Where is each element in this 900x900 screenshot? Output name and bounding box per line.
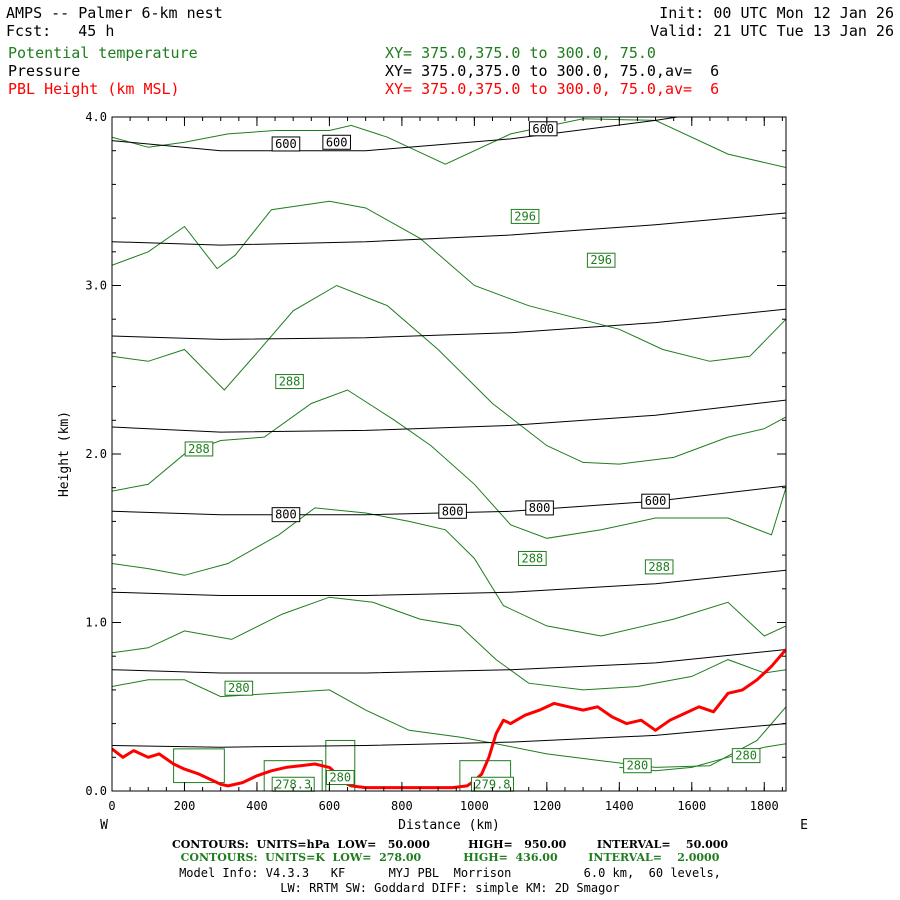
theta-label-11: 279.8 [474, 777, 510, 791]
y-tick-label: 1.0 [85, 616, 107, 630]
pressure-label-2: 600 [532, 122, 554, 136]
cross-section-xy-pbl: XY= 375.0,375.0 to 300.0, 75.0,av= 6 [385, 80, 720, 98]
x-tick-label: 1000 [460, 799, 489, 813]
pressure-contour-1 [112, 212, 786, 246]
pbl-height-line [112, 648, 786, 790]
pressure-label-3-box [271, 507, 301, 523]
theta-contour-2 [112, 284, 786, 465]
pressure-label-5: 800 [529, 501, 551, 515]
theta-label-4: 288 [522, 551, 544, 565]
field-label-pbl-height: PBL Height (km MSL) [8, 80, 180, 98]
theta-label-6: 280 [228, 681, 250, 695]
theta-label-2: 288 [279, 375, 301, 389]
field-label-pressure: Pressure [8, 62, 81, 80]
pressure-label-0: 600 [275, 137, 297, 151]
x-tick-label: 800 [391, 799, 413, 813]
x-tick-label: 1400 [605, 799, 634, 813]
y-tick-label: 4.0 [85, 110, 107, 124]
pressure-label-0-box [271, 136, 301, 152]
theta-contour-6 [112, 679, 786, 768]
theta-label-3: 288 [188, 442, 210, 456]
theta-label-9: 278.3 [275, 777, 311, 791]
x-tick-label: 1800 [750, 799, 779, 813]
theta-label-7-box [623, 758, 652, 774]
theta-contour-4 [112, 507, 786, 637]
theta-label-2-box [275, 374, 304, 390]
theta-closed-contour-0 [173, 748, 225, 784]
app-title: AMPS -- Palmer 6-km nest [6, 4, 223, 22]
plot-area [112, 117, 786, 791]
theta-contour-0 [112, 118, 786, 168]
theta-contour-5 [112, 596, 786, 691]
theta-label-6-box [224, 680, 254, 696]
pressure-contour-2 [112, 308, 786, 340]
pressure-label-6-box [641, 493, 670, 509]
theta-label-10-box [325, 770, 355, 786]
pressure-label-1: 600 [326, 135, 348, 149]
contours-pressure-info: CONTOURS: UNITS=hPa LOW= 50.000 HIGH= 95… [171, 838, 729, 851]
pressure-label-2-box [528, 121, 558, 137]
x-tick-label: 1200 [532, 799, 561, 813]
field-label-potential-temperature: Potential temperature [8, 44, 198, 62]
theta-label-5: 288 [648, 560, 670, 574]
init-time: Init: 00 UTC Mon 12 Jan 26 [659, 4, 894, 22]
theta-label-0: 296 [514, 209, 536, 223]
theta-label-4-box [518, 550, 547, 566]
pressure-label-4: 800 [442, 504, 464, 518]
theta-contour-1 [112, 200, 786, 362]
y-tick-label: 0.0 [85, 784, 107, 798]
theta-label-0-box [510, 208, 540, 224]
pressure-contour-4 [112, 485, 786, 516]
west-label: W [100, 818, 108, 833]
x-axis-label: Distance (km) [398, 818, 500, 833]
model-info: Model Info: V4.3.3 KF MYJ PBL Morrison 6… [179, 866, 721, 880]
cross-section-xy-theta: XY= 375.0,375.0 to 300.0, 75.0 [385, 44, 656, 62]
pressure-label-5-box [525, 500, 554, 516]
theta-label-1: 296 [590, 253, 612, 267]
theta-label-5-box [644, 559, 674, 575]
pressure-contour-6 [112, 649, 786, 674]
forecast-hour: Fcst: 45 h [6, 22, 115, 40]
y-tick-label: 2.0 [85, 447, 107, 461]
x-tick-label: 0 [108, 799, 115, 813]
cross-section-xy-pressure: XY= 375.0,375.0 to 300.0, 75.0,av= 6 [385, 62, 720, 80]
y-tick-label: 3.0 [85, 279, 107, 293]
x-tick-label: 600 [319, 799, 341, 813]
east-label: E [800, 818, 808, 833]
pressure-label-4-box [438, 503, 467, 519]
theta-label-7: 280 [627, 759, 649, 773]
pressure-contour-7 [112, 723, 786, 748]
pressure-label-6: 600 [645, 494, 667, 508]
theta-label-3-box [184, 441, 214, 457]
x-tick-label: 1600 [677, 799, 706, 813]
theta-label-10: 280 [329, 771, 351, 785]
theta-label-1-box [586, 252, 616, 268]
pressure-contour-3 [112, 399, 786, 433]
pressure-label-1-box [322, 134, 351, 150]
x-tick-label: 400 [246, 799, 268, 813]
pressure-contour-5 [112, 569, 786, 596]
pressure-label-3: 800 [275, 508, 297, 522]
contours-theta-info: CONTOURS: UNITS=K LOW= 278.00 HIGH= 436.… [180, 851, 720, 864]
theta-label-8: 280 [735, 749, 757, 763]
valid-time: Valid: 21 UTC Tue 13 Jan 26 [650, 22, 894, 40]
model-info-physics: LW: RRTM SW: Goddard DIFF: simple KM: 2D… [280, 881, 620, 895]
theta-label-8-box [731, 748, 761, 764]
x-tick-label: 200 [174, 799, 196, 813]
y-axis-label: Height (km) [57, 411, 72, 497]
pressure-contour-0 [112, 117, 681, 152]
